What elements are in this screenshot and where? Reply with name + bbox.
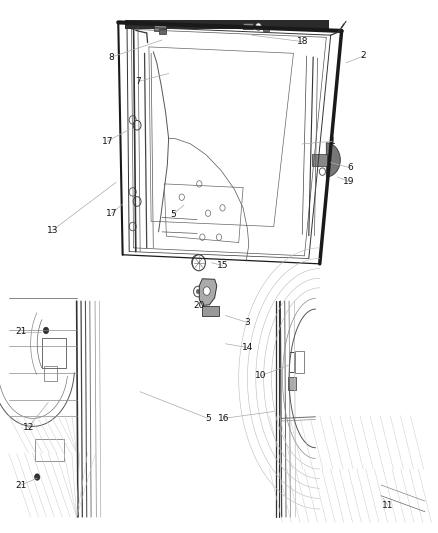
Text: 21: 21 bbox=[15, 481, 27, 489]
Wedge shape bbox=[326, 143, 340, 177]
Text: 16: 16 bbox=[218, 414, 229, 423]
Bar bbox=[42, 338, 66, 368]
Text: 15: 15 bbox=[217, 261, 228, 270]
Text: 14: 14 bbox=[242, 343, 253, 352]
Text: 1: 1 bbox=[330, 137, 336, 146]
Bar bbox=[44, 366, 57, 381]
Polygon shape bbox=[199, 279, 217, 305]
Text: 11: 11 bbox=[382, 501, 393, 510]
Text: 20: 20 bbox=[194, 301, 205, 310]
Circle shape bbox=[205, 210, 211, 216]
Bar bbox=[35, 439, 64, 461]
Circle shape bbox=[129, 222, 136, 231]
Circle shape bbox=[195, 259, 201, 266]
Circle shape bbox=[133, 120, 141, 130]
Circle shape bbox=[255, 23, 261, 30]
Text: 10: 10 bbox=[255, 372, 266, 380]
Circle shape bbox=[203, 287, 210, 295]
Circle shape bbox=[319, 168, 325, 175]
Bar bbox=[288, 377, 296, 390]
Text: 21: 21 bbox=[15, 327, 27, 336]
Bar bbox=[243, 23, 253, 29]
Text: 19: 19 bbox=[343, 177, 354, 185]
Text: 17: 17 bbox=[102, 137, 113, 146]
Circle shape bbox=[129, 188, 136, 196]
Circle shape bbox=[192, 255, 204, 270]
Text: 3: 3 bbox=[244, 318, 251, 327]
Circle shape bbox=[197, 181, 202, 187]
Circle shape bbox=[43, 327, 49, 334]
Text: 17: 17 bbox=[106, 209, 117, 217]
Text: 18: 18 bbox=[297, 37, 308, 46]
Circle shape bbox=[220, 205, 225, 211]
Circle shape bbox=[216, 234, 222, 240]
Circle shape bbox=[200, 234, 205, 240]
Bar bbox=[289, 352, 294, 372]
Text: 2: 2 bbox=[361, 52, 366, 60]
Bar bbox=[312, 154, 327, 166]
Text: 7: 7 bbox=[135, 77, 141, 86]
Bar bbox=[154, 24, 166, 31]
Bar bbox=[159, 29, 166, 34]
Text: 8: 8 bbox=[109, 53, 115, 61]
Text: 5: 5 bbox=[205, 414, 211, 423]
Circle shape bbox=[192, 255, 205, 271]
Circle shape bbox=[129, 116, 136, 124]
Text: 13: 13 bbox=[47, 226, 58, 235]
Text: 6: 6 bbox=[347, 164, 353, 172]
Bar bbox=[295, 351, 304, 373]
FancyBboxPatch shape bbox=[125, 20, 328, 29]
Circle shape bbox=[194, 286, 202, 297]
Circle shape bbox=[35, 474, 40, 480]
Text: 5: 5 bbox=[170, 210, 176, 219]
Bar bbox=[263, 26, 269, 31]
Text: 12: 12 bbox=[23, 423, 34, 432]
Bar bbox=[202, 306, 219, 316]
Circle shape bbox=[179, 194, 184, 200]
Circle shape bbox=[196, 289, 200, 294]
Circle shape bbox=[133, 197, 141, 206]
